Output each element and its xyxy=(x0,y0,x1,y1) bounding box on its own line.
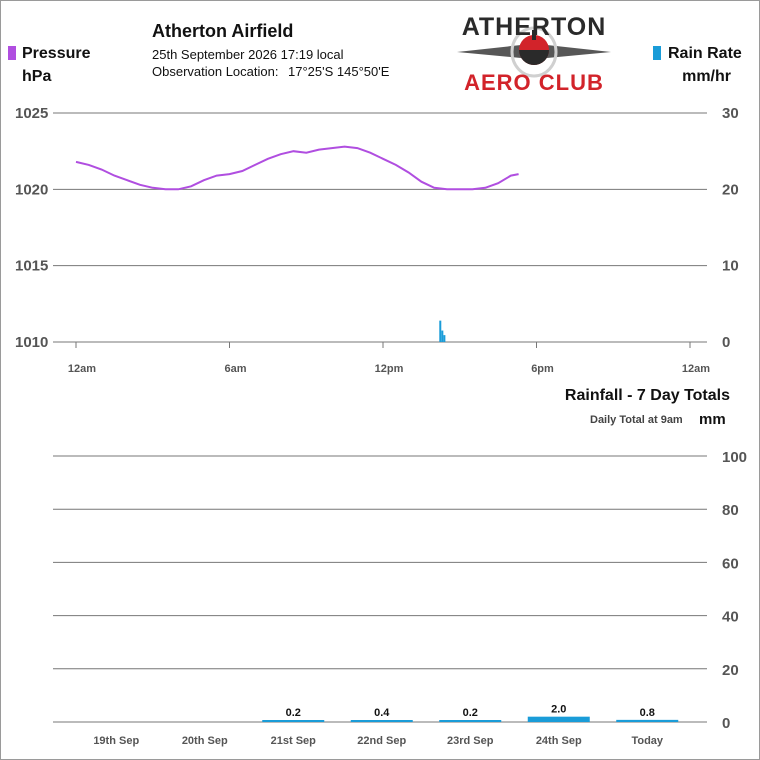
location-label: Observation Location: xyxy=(152,64,279,79)
y-tick-label-left: 1020 xyxy=(15,181,48,198)
date-time-line: 25th September 2026 17:19 local xyxy=(152,47,344,62)
y-tick-label-right: 30 xyxy=(722,105,739,122)
pressure-rain-chart: 1025 1020 1015 1010 30 20 10 0 12am 6am 12pm 6pm 12a… xyxy=(15,105,739,375)
pressure-series-line xyxy=(75,145,519,191)
location-value: 17°25'S 145°50'E xyxy=(288,64,390,79)
y-tick-label-right: 20 xyxy=(722,181,739,198)
y-tick-label-right: 0 xyxy=(722,334,730,351)
category-label: 21st Sep xyxy=(271,735,317,747)
y-tick-label: 40 xyxy=(722,609,739,626)
rainfall-value-label: 0.2 xyxy=(463,707,478,719)
rainfall-bar xyxy=(527,716,590,722)
x-tick-label: 6am xyxy=(224,363,246,375)
y-tick-label-right: 10 xyxy=(722,258,739,275)
rain-rate-legend-swatch xyxy=(653,46,661,60)
category-label: 22nd Sep xyxy=(357,735,406,747)
x-tick-label: 12am xyxy=(682,363,710,375)
category-label: Today xyxy=(631,735,663,747)
rainfall-value-label: 0.8 xyxy=(640,707,655,719)
rainfall-value-label: 0.4 xyxy=(374,707,390,719)
rainfall-bar xyxy=(350,720,413,722)
aero-club-logo: ATHERTON AERO CLUB xyxy=(457,13,611,94)
station-title: Atherton Airfield xyxy=(152,21,294,41)
rain-rate-bar xyxy=(439,320,442,342)
logo-text-top: ATHERTON xyxy=(462,13,607,41)
y-tick-label: 0 xyxy=(722,715,730,732)
y-tick-label: 80 xyxy=(722,502,739,519)
y-tick-label-left: 1025 xyxy=(15,105,48,122)
rain-rate-bar xyxy=(443,335,446,342)
pressure-legend-label: Pressure xyxy=(22,45,91,62)
y-tick-label: 60 xyxy=(722,555,739,572)
y-tick-label-left: 1010 xyxy=(15,334,48,351)
rain-rate-bar xyxy=(441,330,444,342)
rainfall-value-label: 2.0 xyxy=(551,704,566,716)
category-label: 23rd Sep xyxy=(447,735,494,747)
pressure-unit-label: hPa xyxy=(22,68,52,85)
x-tick-label: 12am xyxy=(68,363,96,375)
logo-text-bottom: AERO CLUB xyxy=(464,70,604,94)
rainfall-7day-chart: 100 80 60 40 20 0 19th Sep 20th Sep 0.2 21st Sep 0… xyxy=(53,449,747,747)
rainfall-value-label: 0.2 xyxy=(286,707,301,719)
pressure-legend-swatch xyxy=(8,46,16,60)
rain-rate-legend-label: Rain Rate xyxy=(668,45,742,62)
rainfall-chart-subtitle: Daily Total at 9am xyxy=(590,414,683,426)
plane-icon xyxy=(457,26,611,78)
y-tick-label-left: 1015 xyxy=(15,258,48,275)
category-label: 20th Sep xyxy=(182,735,228,747)
rainfall-unit-label: mm xyxy=(699,411,726,428)
rainfall-bar xyxy=(262,720,325,722)
x-tick-label: 6pm xyxy=(531,363,554,375)
category-label: 24th Sep xyxy=(536,735,582,747)
rainfall-bar xyxy=(616,719,679,722)
rainfall-chart-title: Rainfall - 7 Day Totals xyxy=(564,387,730,404)
category-label: 19th Sep xyxy=(93,735,139,747)
rain-rate-unit-label: mm/hr xyxy=(682,68,731,85)
y-tick-label: 20 xyxy=(722,662,739,679)
x-tick-label: 12pm xyxy=(375,363,404,375)
rainfall-bar xyxy=(439,720,502,722)
y-tick-label: 100 xyxy=(722,449,747,466)
